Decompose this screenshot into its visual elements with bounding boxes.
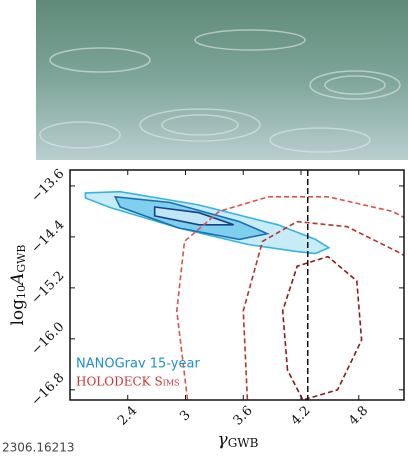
x-label-sub: GWB <box>228 436 259 450</box>
x-axis-label: γGWB <box>218 430 259 450</box>
contour <box>175 196 404 400</box>
y-tick-label: −13.6 <box>29 167 68 206</box>
contour <box>281 255 363 400</box>
y-tick-label: −14.4 <box>29 218 68 257</box>
y-tick-label: −16.8 <box>29 370 68 409</box>
y-label-sub: GWB <box>15 244 28 272</box>
y-tick-label: −15.2 <box>29 268 68 307</box>
caption: 2306.16213 <box>2 441 75 455</box>
plot-area <box>84 190 404 400</box>
legend-entry: HOLODECK Sims <box>76 375 180 389</box>
x-tick-label: 2.4 <box>115 403 140 428</box>
contour <box>153 206 234 226</box>
x-tick-label: 3.6 <box>231 403 256 428</box>
y-axis-label: log10AGWB <box>8 244 29 325</box>
x-tick-label: 4.8 <box>346 403 371 428</box>
y-label-func-sub: 10 <box>15 285 28 299</box>
x-label-symbol: γ <box>218 430 229 450</box>
photo <box>36 0 408 160</box>
y-tick-label: −16.0 <box>29 319 68 358</box>
contour <box>242 220 404 400</box>
y-label-symbol: A <box>8 273 28 287</box>
x-tick-label: 3 <box>177 408 193 424</box>
axes-frame <box>69 169 405 401</box>
y-label-func: log <box>8 299 28 326</box>
legend-entry: NANOGrav 15-year <box>76 357 200 372</box>
x-tick-label: 4.2 <box>288 403 313 428</box>
